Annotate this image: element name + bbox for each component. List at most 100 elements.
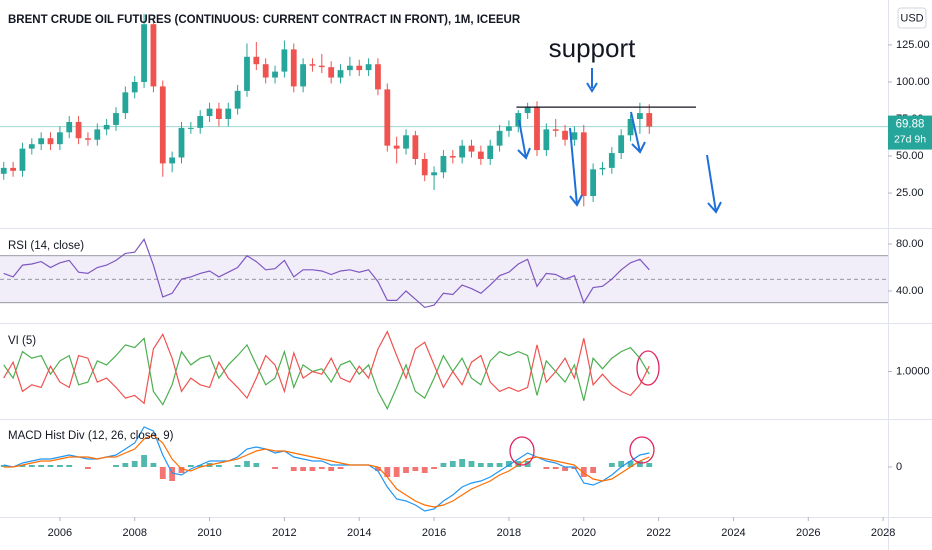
candle-body [552,129,559,131]
vi-line [3,330,650,405]
macd-histogram-bar [421,467,428,473]
candle-body [337,70,344,78]
macd-histogram-bar [131,461,138,467]
x-tick-label: 2024 [721,527,745,539]
macd-histogram-bar [562,467,568,471]
macd-histogram-bar [253,463,260,467]
candle-body [234,90,241,109]
candle-body [75,121,82,139]
candle-body [225,108,232,119]
vi-line [3,337,650,411]
x-tick-label: 2022 [646,527,670,539]
macd-histogram-bar [496,463,503,467]
candle-body [571,132,578,140]
macd-histogram-bar [328,467,335,471]
candle-body [403,135,409,149]
chart-title: BRENT CRUDE OIL FUTURES (CONTINUOUS: CUR… [8,14,521,26]
arrow [706,154,717,213]
macd-histogram-bar [122,463,129,467]
candle-body [216,108,222,119]
candle-body [206,108,213,117]
macd-histogram-bar [216,465,222,467]
drawn-arrows [517,68,722,214]
macd-histogram-bar [393,467,400,477]
x-tick-label: 2012 [272,527,296,539]
x-tick-label: 2020 [572,527,596,539]
candle-body [56,132,63,145]
plot-layer: 2006 2008 2010 2012 2014 2016 2018 2020 2022 2024… [0,13,930,539]
macd-histogram-bar [150,463,157,467]
currency[interactable]: USD [900,12,923,24]
candle-body [468,145,475,152]
macd-histogram-bar [375,467,381,471]
candle-body [562,130,568,140]
candle-body [300,64,307,87]
macd-line [3,434,650,508]
x-tick-label: 2028 [871,527,895,539]
candle-body [431,172,437,176]
candle-body [412,135,419,159]
macd-histogram-bar [159,467,166,479]
candle-body [459,145,466,158]
macd-histogram-bar [318,467,325,469]
candle-body [618,135,625,154]
y-tick-label: 25.00 [896,187,924,199]
countdown: 27d 9h [894,133,926,145]
candle-body [28,144,35,149]
y-tick-label: 80.00 [896,238,924,250]
y-tick-label: 50.00 [896,150,924,162]
x-tick-label: 2010 [197,527,221,539]
drawn-circles [509,350,660,466]
circle [636,350,660,386]
y-tick-label: 100.00 [896,76,930,88]
macd-histogram-bar [440,463,447,467]
macd-histogram-bar [487,463,494,467]
y-tick-label: 125.00 [896,39,930,51]
x-tick-label: 2018 [497,527,521,539]
candle-body [506,126,512,131]
candle-body [178,127,185,158]
candle-body [636,113,643,119]
arrow [518,119,527,159]
macd-histogram-bar [449,461,456,467]
macd-histogram-bar [300,467,307,471]
macd-histogram-bar [169,467,176,481]
candle-body [169,157,176,164]
candle-body [66,121,73,133]
macd-histogram-bar [543,467,550,469]
arrow-head [631,141,646,154]
candle-body [590,169,597,197]
macd-histogram-bar [113,465,119,467]
x-tick-label: 2016 [422,527,446,539]
candle-body [103,124,110,130]
macd-histogram-bar [56,465,63,467]
circle [629,436,655,464]
candle-body [0,167,7,174]
candle-body [122,92,129,114]
candle-body [580,132,587,197]
macd-histogram-bar [590,467,597,473]
annotation: support [549,33,636,63]
macd-histogram-bar [178,467,185,473]
macd-histogram-bar [618,461,625,467]
candle-body [272,71,278,78]
macd-histogram-bar [290,467,297,471]
macd-histogram-bar [234,465,241,467]
candle-body [627,119,634,136]
candle-body [477,151,484,159]
candle-body [543,129,550,151]
candle-body [356,65,363,71]
candle-body [365,64,372,71]
x-tick-label: 2014 [347,527,371,539]
macd-histogram-bar [506,461,512,467]
candle-body [150,24,157,87]
candle-body [496,130,503,146]
candle-body [113,113,119,125]
currency-badge[interactable] [897,7,927,29]
candle-body [346,65,353,71]
candle-body [318,65,325,68]
candle-body [187,127,194,129]
candle-body [393,145,400,149]
